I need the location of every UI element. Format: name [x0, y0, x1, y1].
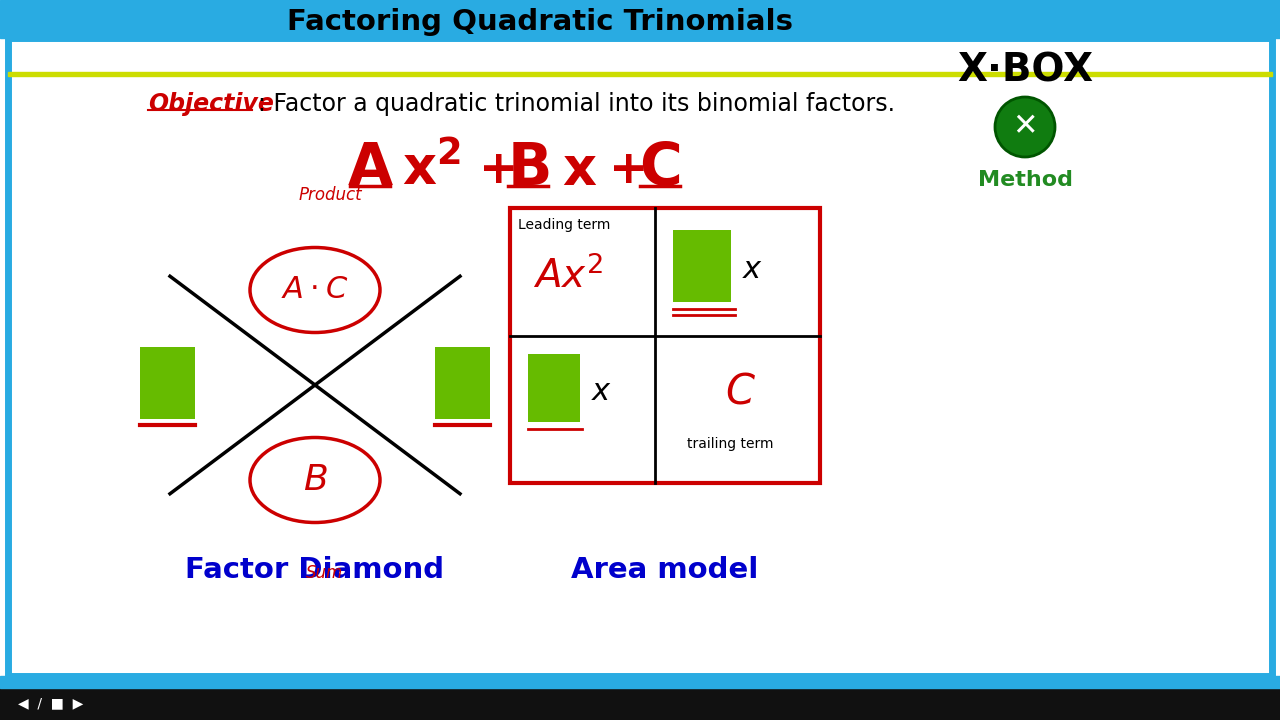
Bar: [435, 347, 490, 419]
Text: Product: Product: [298, 186, 362, 204]
Text: Factoring Quadratic Trinomials: Factoring Quadratic Trinomials: [287, 8, 794, 36]
Bar: [0, 676, 1280, 688]
Text: $\mathbf{+}$: $\mathbf{+}$: [608, 148, 645, 193]
Bar: [529, 354, 580, 422]
Text: $A \cdot C$: $A \cdot C$: [282, 276, 348, 305]
Text: Factor Diamond: Factor Diamond: [186, 556, 444, 584]
Text: trailing term: trailing term: [687, 437, 773, 451]
Bar: [509, 208, 820, 483]
Text: $\mathbf{C}$: $\mathbf{C}$: [640, 140, 681, 197]
Bar: [0, 686, 1280, 720]
Text: X·BOX: X·BOX: [957, 52, 1093, 90]
Bar: [673, 230, 731, 302]
Text: $B$: $B$: [302, 463, 328, 497]
Text: $\mathbf{+}$: $\mathbf{+}$: [477, 148, 515, 193]
Text: ◀  /  ■  ▶: ◀ / ■ ▶: [18, 696, 83, 710]
Text: $x$: $x$: [742, 256, 764, 284]
Text: Sum: Sum: [306, 564, 343, 582]
Text: $\mathbf{x}$: $\mathbf{x}$: [562, 144, 598, 196]
Text: $Ax^2$: $Ax^2$: [532, 256, 603, 296]
Text: Objective: Objective: [148, 92, 274, 116]
Text: $C$: $C$: [724, 370, 755, 412]
Text: $\mathbf{x^2}$: $\mathbf{x^2}$: [402, 144, 461, 197]
Text: Method: Method: [978, 170, 1073, 190]
Bar: [140, 347, 195, 419]
Bar: [8, 72, 1272, 76]
Circle shape: [995, 97, 1055, 157]
Text: Leading term: Leading term: [518, 218, 611, 232]
Ellipse shape: [250, 438, 380, 523]
Text: $\mathbf{A}$: $\mathbf{A}$: [347, 140, 393, 197]
Text: $\mathbf{B}$: $\mathbf{B}$: [507, 140, 549, 197]
Text: : Factor a quadratic trinomial into its binomial factors.: : Factor a quadratic trinomial into its …: [259, 92, 895, 116]
Bar: [0, 0, 1280, 38]
Ellipse shape: [250, 248, 380, 333]
Text: $x$: $x$: [591, 377, 613, 405]
Text: ✕: ✕: [1012, 112, 1038, 142]
Text: Area model: Area model: [571, 556, 759, 584]
Bar: [8, 38, 1272, 676]
